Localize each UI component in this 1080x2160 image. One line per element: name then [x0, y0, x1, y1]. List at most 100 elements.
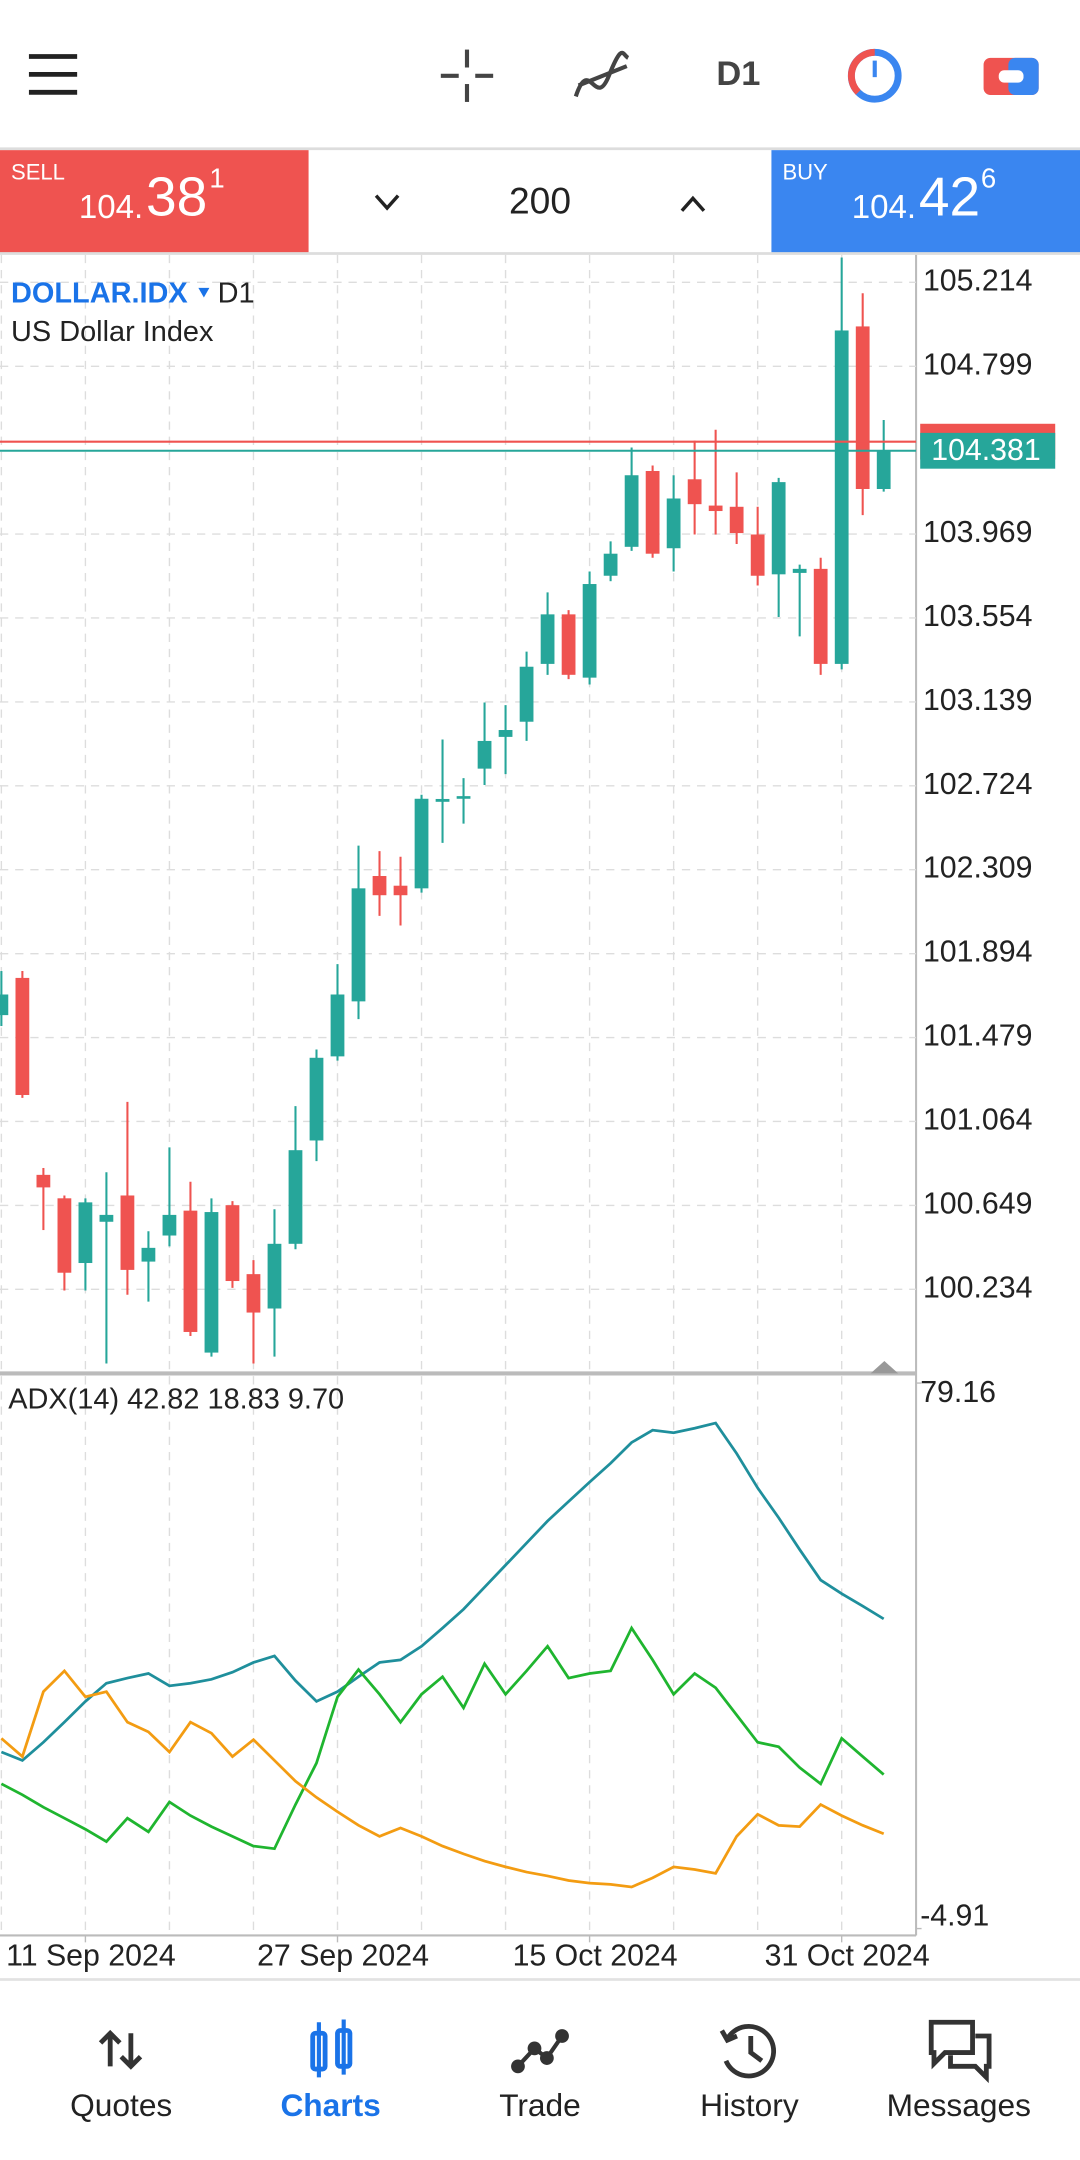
- nav-label: Charts: [280, 2087, 380, 2123]
- candle-body: [351, 888, 366, 1002]
- buy-label: BUY: [782, 159, 828, 184]
- candle-body: [519, 666, 534, 722]
- nav-charts[interactable]: Charts: [280, 2019, 381, 2123]
- candle-body: [141, 1247, 156, 1262]
- candle-body: [15, 977, 30, 1095]
- symbol-dropdown[interactable]: [198, 287, 210, 298]
- sell-label: SELL: [11, 159, 65, 184]
- candle-body: [498, 730, 513, 737]
- trade-button[interactable]: [983, 57, 1039, 96]
- candle-body: [120, 1195, 135, 1270]
- candle-body: [183, 1210, 198, 1332]
- y-tick-label: 103.969: [923, 516, 1033, 549]
- nav-trade[interactable]: Trade: [499, 2029, 581, 2123]
- candle-body: [162, 1214, 177, 1236]
- quote-bar: SELL 104. 38 1 200 BUY 104. 42 6: [0, 150, 1080, 254]
- y-tick-label: 102.309: [923, 852, 1033, 885]
- candle-body: [771, 482, 786, 575]
- nav-label: Trade: [499, 2087, 581, 2123]
- candle-body: [225, 1205, 240, 1282]
- candle-body: [78, 1202, 93, 1264]
- candle-body: [456, 796, 471, 799]
- candle-body: [0, 994, 9, 1016]
- plots: 105.214 104.799 103.969 103.554 103.139 102.7…: [0, 257, 1056, 1973]
- grid: [0, 254, 917, 1936]
- sell-price-tail: 1: [209, 163, 224, 194]
- y-tick-label: 101.894: [923, 936, 1033, 969]
- symbol-title[interactable]: DOLLAR.IDX: [11, 277, 188, 309]
- y-tick-label: 102.724: [923, 768, 1033, 801]
- candle-body: [561, 614, 576, 675]
- symbol-description: US Dollar Index: [11, 316, 214, 348]
- candle-body: [582, 584, 597, 678]
- candle-body: [645, 470, 660, 554]
- y-tick-label: 79.16: [920, 1376, 996, 1409]
- candle-body: [876, 450, 891, 489]
- candle-body: [624, 475, 639, 547]
- volume-down[interactable]: [374, 194, 400, 211]
- buy-button[interactable]: [771, 150, 1080, 254]
- candle-body: [477, 740, 492, 769]
- toolbar: D1: [28, 48, 1039, 103]
- y-tick-label: 103.139: [923, 684, 1033, 717]
- bid-label-bg: [920, 432, 1056, 469]
- buy-price-tail: 6: [981, 163, 996, 194]
- candle-body: [36, 1174, 51, 1188]
- nav-quotes[interactable]: Quotes: [70, 2029, 172, 2123]
- x-tick-label: 27 Sep 2024: [257, 1940, 429, 1973]
- nav-label: Quotes: [70, 2087, 172, 2123]
- sell-price-big: 38: [146, 166, 207, 228]
- candle-body: [309, 1057, 324, 1141]
- buy-price-head: 104.: [852, 189, 916, 226]
- candle-body: [666, 498, 681, 549]
- chart-timeframe: D1: [218, 277, 255, 309]
- x-tick-label: 15 Oct 2024: [513, 1940, 678, 1973]
- panel-handle[interactable]: [870, 1361, 899, 1374]
- candle-body: [267, 1243, 282, 1309]
- candle-body: [792, 568, 807, 573]
- nav-messages[interactable]: Messages: [887, 2019, 1031, 2123]
- y-tick-label: -4.91: [920, 1900, 989, 1933]
- nav-history[interactable]: History: [700, 2024, 799, 2123]
- indicators-button[interactable]: [573, 50, 630, 98]
- volume-up[interactable]: [680, 195, 706, 212]
- candle-body: [246, 1274, 261, 1313]
- y-tick-label: 100.234: [923, 1271, 1033, 1304]
- candle-body: [687, 479, 702, 505]
- sell-button[interactable]: [0, 150, 309, 254]
- candle-body: [855, 326, 870, 489]
- indicator-title: ADX(14) 42.82 18.83 9.70: [8, 1384, 344, 1416]
- candle-body: [288, 1150, 303, 1244]
- y-tick-label: 103.554: [923, 600, 1033, 633]
- x-tick-label: 31 Oct 2024: [765, 1940, 930, 1973]
- candle-body: [372, 876, 387, 896]
- candle-body: [435, 798, 450, 802]
- y-tick-label: 101.064: [923, 1103, 1033, 1136]
- candle-body: [540, 614, 555, 664]
- candle-body: [204, 1212, 219, 1353]
- volume[interactable]: 200: [509, 180, 571, 222]
- candle-body: [393, 885, 408, 896]
- candle-body: [834, 330, 849, 664]
- indicator-line: [0, 1668, 885, 1889]
- candle-body: [57, 1198, 72, 1273]
- menu-button[interactable]: [28, 54, 78, 95]
- sell-price-head: 104.: [79, 189, 143, 226]
- candle-body: [750, 534, 765, 576]
- candle-body: [729, 506, 744, 534]
- timeframe-button[interactable]: D1: [716, 55, 760, 93]
- bottom-nav: [0, 1979, 1080, 2160]
- candle-body: [330, 994, 345, 1057]
- buy-price-big: 42: [919, 166, 980, 228]
- nav-label: Messages: [887, 2087, 1031, 2123]
- crosshair-button[interactable]: [440, 49, 494, 102]
- candle-body: [603, 553, 618, 576]
- nav-label: History: [700, 2087, 799, 2123]
- candle-body: [414, 798, 429, 889]
- x-tick-label: 11 Sep 2024: [6, 1940, 176, 1973]
- candle-body: [708, 505, 723, 512]
- bid-label: 104.381: [931, 434, 1041, 467]
- one-click-button[interactable]: [847, 48, 902, 103]
